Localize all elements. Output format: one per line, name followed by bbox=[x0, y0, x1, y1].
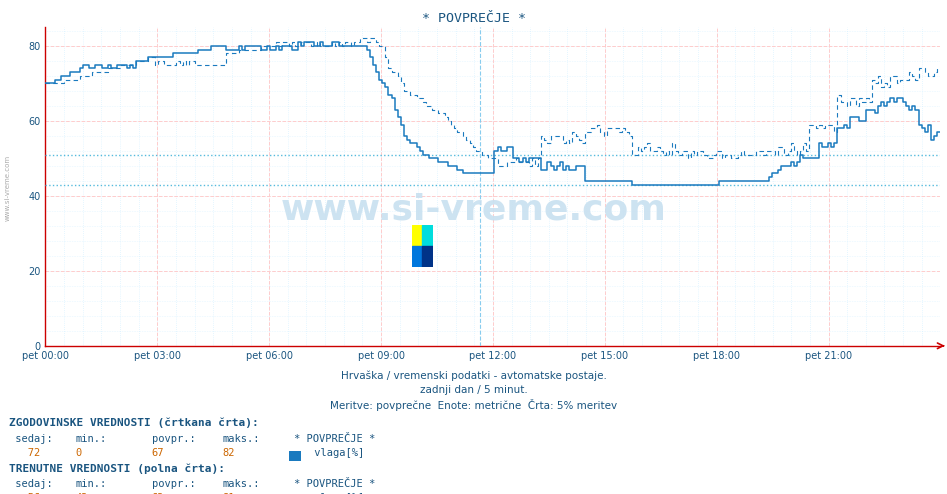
Bar bbox=[412, 246, 422, 267]
Bar bbox=[422, 246, 433, 267]
Text: vlaga[%]: vlaga[%] bbox=[308, 448, 364, 457]
Text: * POVPREČJE *: * POVPREČJE * bbox=[421, 12, 526, 25]
Text: 0: 0 bbox=[76, 448, 82, 457]
Text: 72: 72 bbox=[9, 448, 41, 457]
Text: 42: 42 bbox=[76, 493, 88, 494]
Text: min.:: min.: bbox=[76, 479, 107, 489]
Text: povpr.:: povpr.: bbox=[152, 479, 195, 489]
Text: 56: 56 bbox=[9, 493, 41, 494]
Bar bbox=[412, 225, 422, 246]
Text: ZGODOVINSKE VREDNOSTI (črtkana črta):: ZGODOVINSKE VREDNOSTI (črtkana črta): bbox=[9, 417, 259, 428]
Text: 82: 82 bbox=[223, 448, 235, 457]
Text: 81: 81 bbox=[223, 493, 235, 494]
Text: maks.:: maks.: bbox=[223, 479, 260, 489]
Text: 62: 62 bbox=[152, 493, 164, 494]
Text: 67: 67 bbox=[152, 448, 164, 457]
Text: TRENUTNE VREDNOSTI (polna črta):: TRENUTNE VREDNOSTI (polna črta): bbox=[9, 463, 225, 474]
Bar bbox=[422, 225, 433, 246]
Text: * POVPREČJE *: * POVPREČJE * bbox=[294, 479, 375, 489]
Text: sedaj:: sedaj: bbox=[9, 434, 53, 444]
Text: * POVPREČJE *: * POVPREČJE * bbox=[294, 434, 375, 444]
Text: povpr.:: povpr.: bbox=[152, 434, 195, 444]
Text: vlaga[%]: vlaga[%] bbox=[308, 493, 364, 494]
Text: www.si-vreme.com: www.si-vreme.com bbox=[280, 193, 667, 227]
Text: sedaj:: sedaj: bbox=[9, 479, 53, 489]
Text: Hrvaška / vremenski podatki - avtomatske postaje.: Hrvaška / vremenski podatki - avtomatske… bbox=[341, 370, 606, 381]
Text: www.si-vreme.com: www.si-vreme.com bbox=[5, 155, 10, 221]
Text: maks.:: maks.: bbox=[223, 434, 260, 444]
Text: zadnji dan / 5 minut.: zadnji dan / 5 minut. bbox=[420, 385, 527, 395]
Text: Meritve: povprečne  Enote: metrične  Črta: 5% meritev: Meritve: povprečne Enote: metrične Črta:… bbox=[330, 399, 617, 411]
Text: min.:: min.: bbox=[76, 434, 107, 444]
